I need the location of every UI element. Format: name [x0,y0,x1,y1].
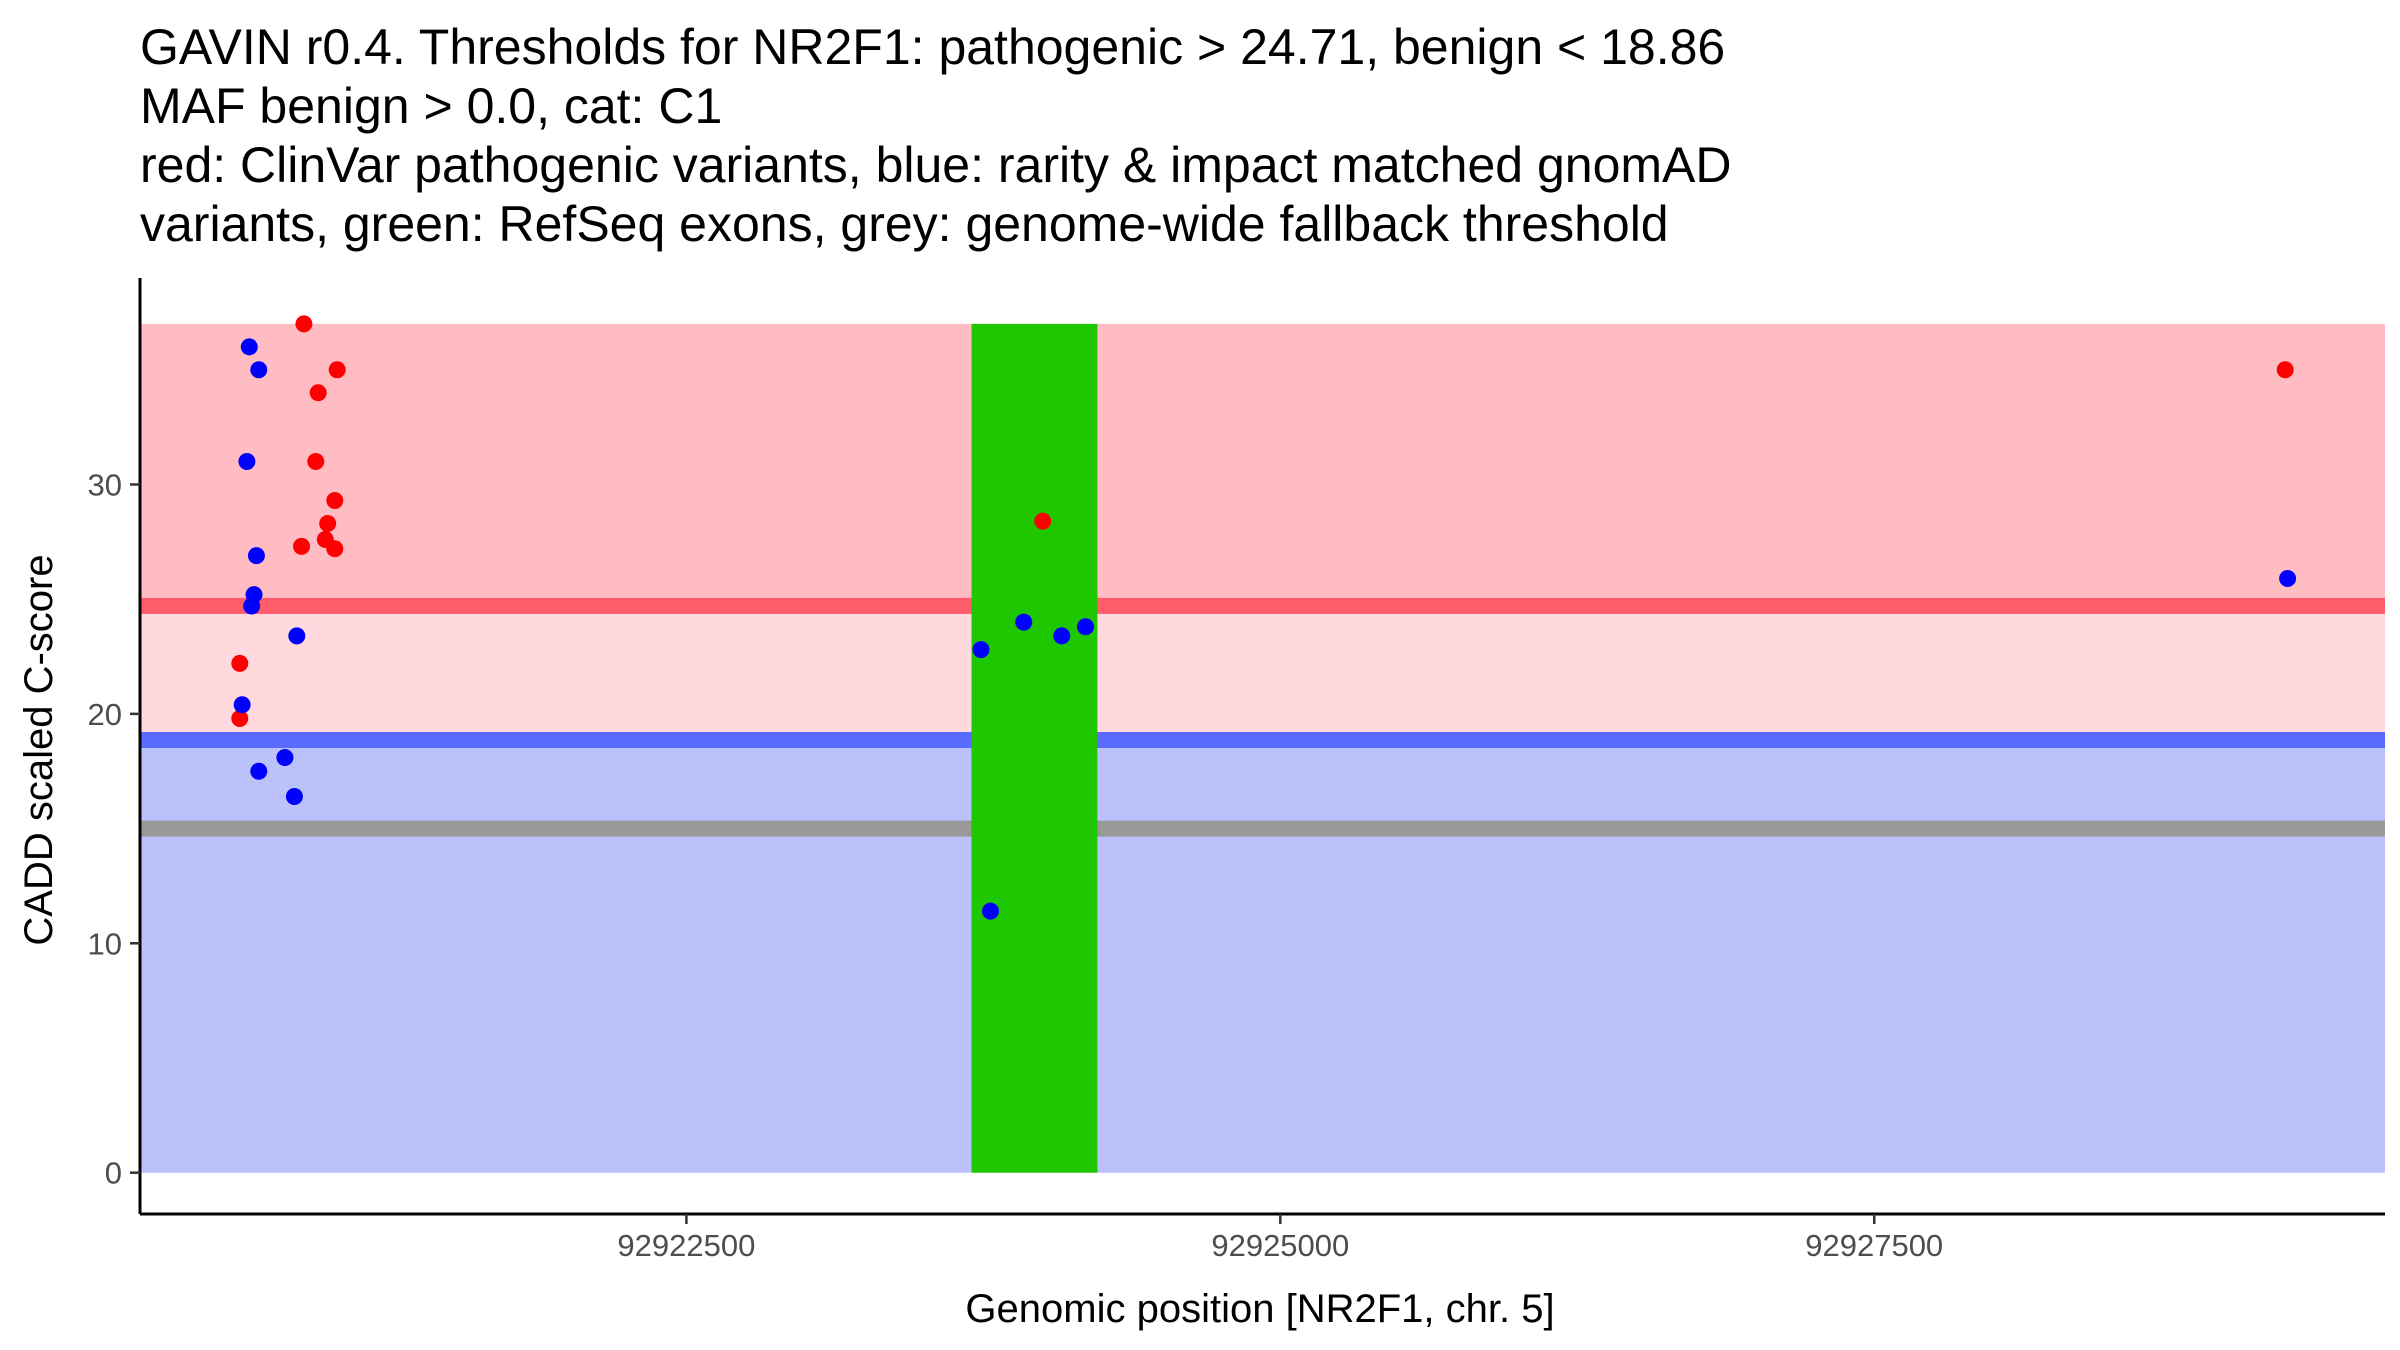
y-tick-label: 0 [105,1156,122,1191]
gnomad-point [250,361,268,379]
gnomad-point [233,696,251,714]
gnomad-point [981,902,999,920]
gnomad-point [238,453,256,471]
pathogenic-point [307,453,325,471]
benign-zone [140,740,2385,1173]
title-line-2: MAF benign > 0.0, cat: C1 [140,78,723,134]
gnomad-point [240,338,258,356]
pathogenic-point [2276,361,2294,379]
pathogenic-point [328,361,346,379]
title-line-3: red: ClinVar pathogenic variants, blue: … [140,137,1732,193]
pathogenic-point [309,384,327,402]
gnomad-point [1077,618,1095,636]
x-tick-label: 92927500 [1805,1228,1943,1263]
axis-layer: 0 10 20 30 92922500 92925000 92927500 [88,278,2385,1263]
pathogenic-point [326,540,344,558]
x-tick-label: 92922500 [617,1228,755,1263]
threshold-layer [140,597,2385,837]
gnomad-point [2279,570,2297,588]
gnomad-point [1053,627,1071,645]
uncertain-zone [140,605,2385,741]
gnomad-point [250,762,268,780]
point-layer [231,315,2297,920]
pathogenic-point [231,654,249,672]
gnomad-point [288,627,306,645]
x-tick-label: 92925000 [1211,1228,1349,1263]
y-tick-label: 20 [88,697,122,732]
gnomad-point [243,597,261,615]
y-tick-label: 30 [88,467,122,502]
title-line-4: variants, green: RefSeq exons, grey: gen… [140,196,1669,252]
y-axis-title: CADD scaled C-score [17,554,61,945]
pathogenic-point [295,315,313,333]
pathogenic-point [1034,512,1052,530]
x-axis-title: Genomic position [NR2F1, chr. 5] [965,1287,1554,1331]
pathogenic-point [319,514,337,532]
gnomad-point [972,641,990,659]
exon-layer [971,323,1098,1173]
y-tick-label: 10 [88,926,122,961]
pathogenic-point [231,709,249,727]
chart-title: GAVIN r0.4. Thresholds for NR2F1: pathog… [140,18,2380,254]
gnomad-point [285,787,303,805]
exon-region [971,323,1098,1173]
pathogenic-zone [140,323,2385,606]
pathogenic-point [293,537,311,555]
gnomad-point [1015,613,1033,631]
title-line-1: GAVIN r0.4. Thresholds for NR2F1: pathog… [140,19,1726,75]
gnomad-point [247,547,265,565]
pathogenic-point [326,492,344,510]
gnomad-point [276,748,294,766]
region-layer [140,323,2385,1173]
